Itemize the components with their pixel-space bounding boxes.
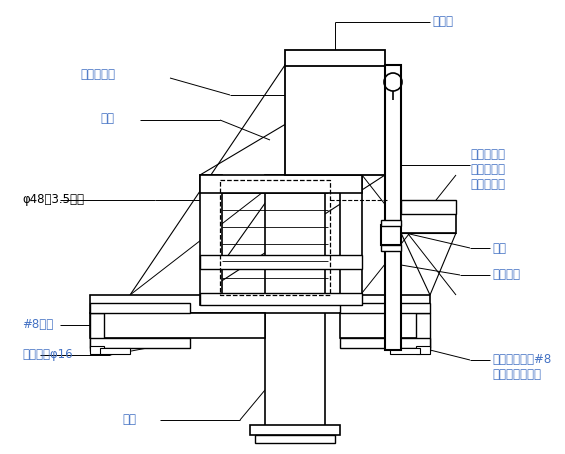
Text: 施工人员: 施工人员 — [492, 268, 520, 281]
Bar — [250, 425, 340, 435]
Text: 安全带: 安全带 — [432, 15, 453, 28]
Text: 錢柱: 錢柱 — [122, 413, 136, 426]
Bar — [285, 65, 385, 175]
Bar — [200, 255, 362, 269]
Bar — [90, 338, 190, 348]
Bar — [90, 313, 104, 351]
Bar — [340, 175, 362, 305]
Text: #8槽錢: #8槽錢 — [22, 318, 53, 331]
Bar — [90, 303, 190, 313]
Text: 錢管组成活: 錢管组成活 — [470, 163, 505, 176]
Bar — [200, 175, 362, 193]
Bar — [340, 303, 430, 313]
Bar — [416, 346, 430, 354]
Text: φ48＃3.5錢管: φ48＃3.5錢管 — [22, 193, 84, 206]
Bar — [255, 435, 335, 443]
Bar — [381, 225, 401, 245]
Bar — [200, 175, 222, 305]
Text: 动栏杆立杆: 动栏杆立杆 — [470, 178, 505, 191]
Bar — [401, 213, 456, 233]
Bar — [390, 348, 420, 354]
Text: 绳梯: 绳梯 — [100, 112, 114, 125]
Bar — [340, 338, 430, 348]
Bar — [285, 50, 385, 66]
Bar — [220, 180, 330, 295]
Bar — [340, 313, 430, 338]
Text: 落差保护器: 落差保护器 — [80, 68, 115, 81]
Text: 脚手板两端与#8: 脚手板两端与#8 — [492, 353, 551, 366]
Bar — [401, 200, 456, 214]
Bar — [90, 346, 104, 354]
Bar — [385, 65, 401, 350]
Bar — [416, 313, 430, 351]
Text: 双头螺栀φ16: 双头螺栀φ16 — [22, 348, 73, 361]
Text: 电焊: 电焊 — [492, 242, 506, 255]
Bar — [381, 245, 401, 251]
Bar — [90, 295, 430, 313]
Bar — [381, 220, 401, 226]
Bar — [90, 313, 265, 338]
Bar — [100, 348, 130, 354]
Text: 大錢管套小: 大錢管套小 — [470, 148, 505, 161]
Bar — [265, 175, 325, 435]
Bar — [200, 293, 362, 305]
Text: 槽錢用铅丝扎紧: 槽錢用铅丝扎紧 — [492, 368, 541, 381]
